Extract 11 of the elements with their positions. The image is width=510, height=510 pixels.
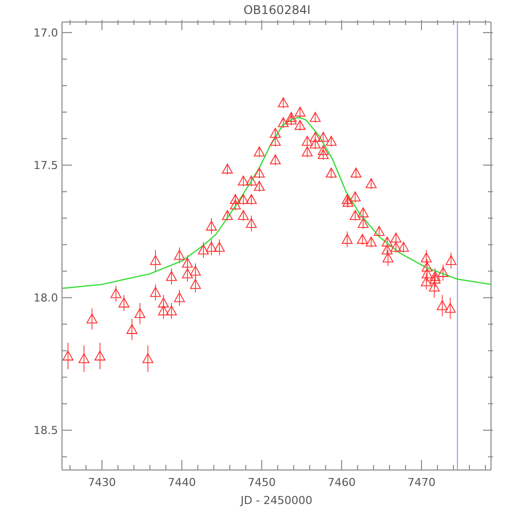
chart-title: OB160284I	[243, 3, 311, 17]
x-tick-label: 7470	[407, 476, 436, 489]
x-tick-label: 7440	[168, 476, 196, 489]
x-tick-label: 7460	[328, 476, 356, 489]
y-tick-label: 18.5	[34, 424, 58, 438]
x-axis-title: JD - 2450000	[240, 494, 312, 507]
y-tick-label: 17.5	[34, 159, 58, 172]
y-tick-label: 18.0	[34, 292, 58, 305]
y-tick-label: 17.0	[34, 26, 58, 40]
x-tick-label: 7430	[88, 476, 116, 489]
x-tick-label: 7450	[248, 476, 276, 489]
